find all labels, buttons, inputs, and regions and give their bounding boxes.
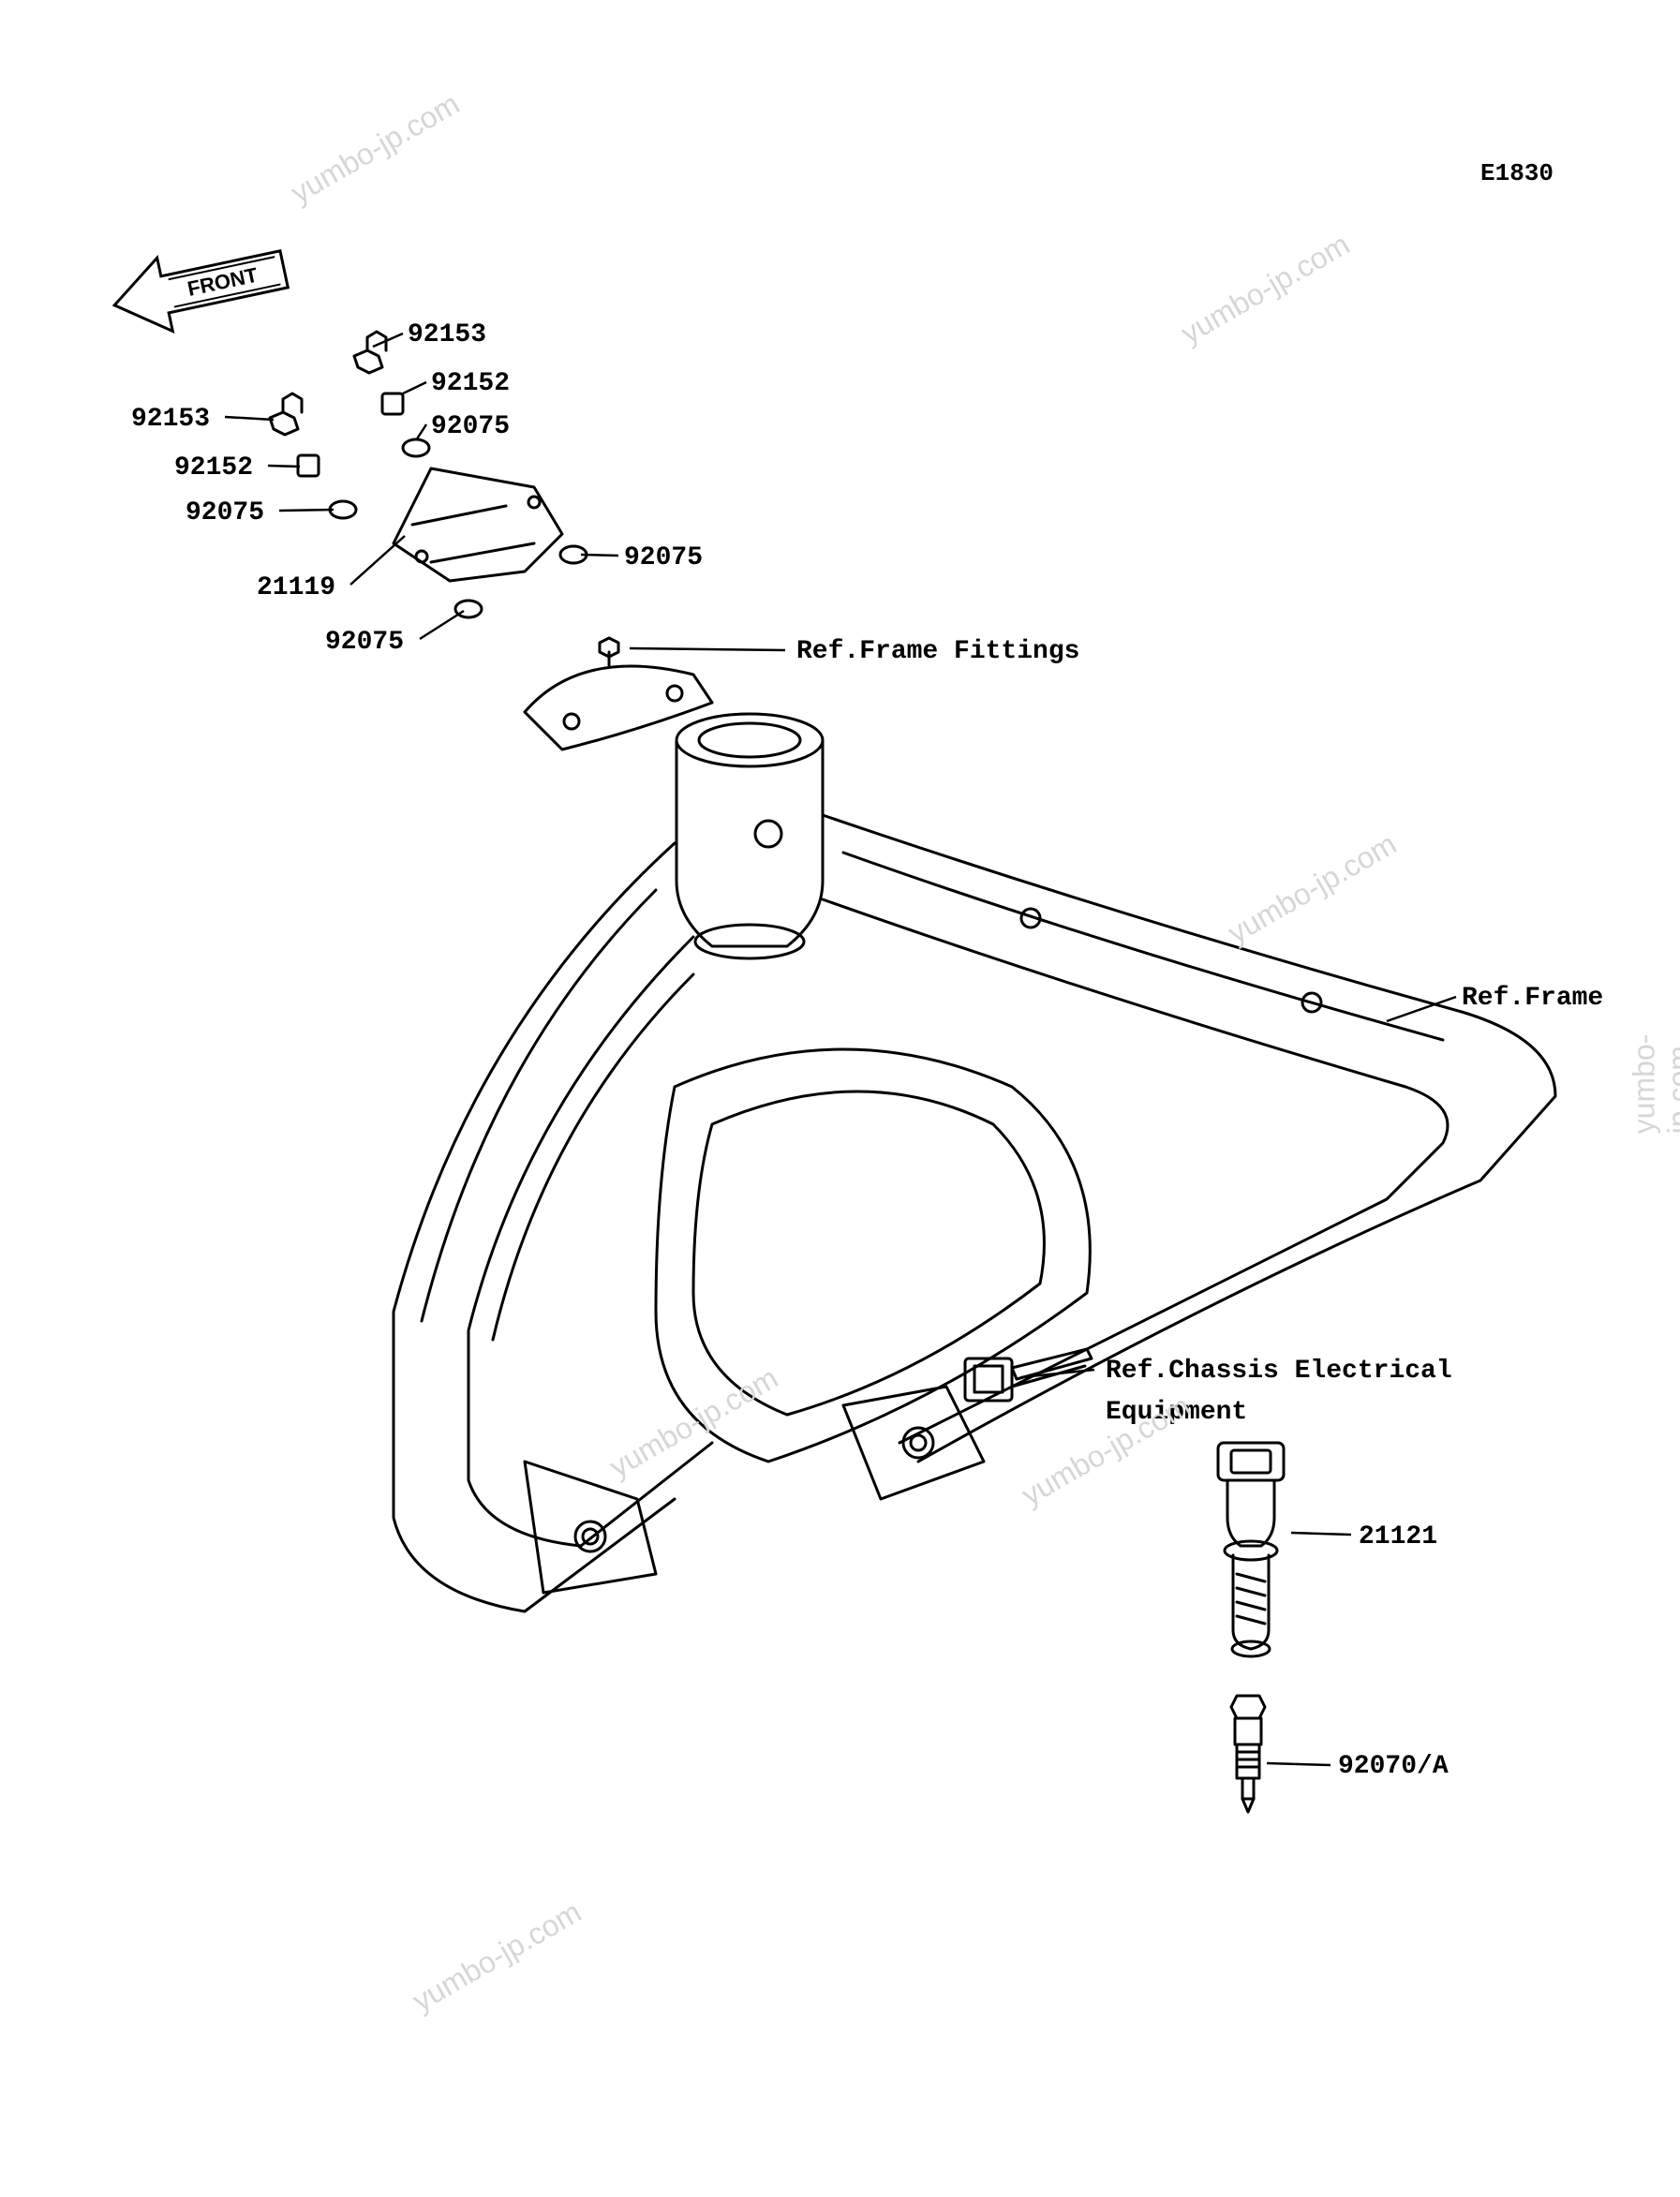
label-92075-top: 92075: [431, 412, 510, 441]
diagram-container: FRONT: [0, 0, 1680, 2197]
label-92152-top: 92152: [431, 369, 510, 398]
label-21119: 21119: [257, 573, 335, 602]
ref-frame: Ref.Frame: [1462, 984, 1603, 1013]
label-92153-left: 92153: [131, 405, 210, 434]
parts-drawing: [0, 0, 1680, 2197]
label-92075-bot: 92075: [325, 628, 404, 657]
ref-chassis-1: Ref.Chassis Electrical: [1106, 1357, 1452, 1386]
label-21121: 21121: [1359, 1522, 1437, 1551]
ref-frame-fittings: Ref.Frame Fittings: [796, 637, 1079, 666]
label-92152-left: 92152: [174, 453, 253, 482]
ref-chassis-2: Equipment: [1106, 1398, 1247, 1427]
label-92075-rt: 92075: [624, 543, 703, 572]
label-92153-top: 92153: [408, 320, 486, 349]
label-92075-left: 92075: [186, 498, 264, 527]
diagram-code: E1830: [1480, 159, 1554, 187]
label-92070: 92070/A: [1338, 1752, 1449, 1781]
